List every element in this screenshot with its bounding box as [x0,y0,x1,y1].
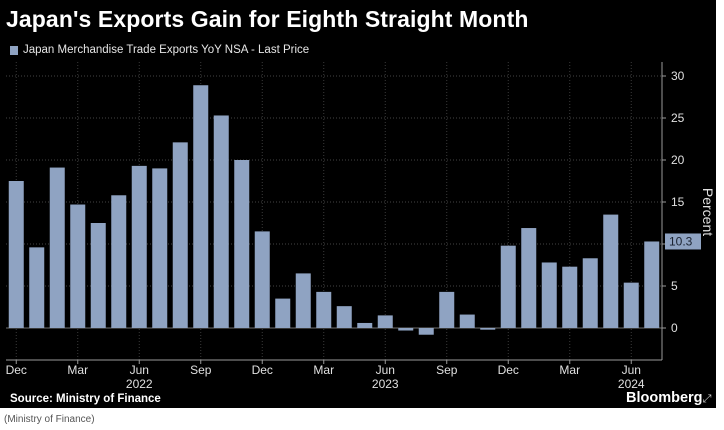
chart-title: Japan's Exports Gain for Eighth Straight… [6,6,529,32]
bar [541,262,557,328]
bar [70,204,86,328]
x-tick-label: Dec [252,363,273,377]
bar [623,282,639,328]
bar [480,328,496,330]
bar [418,328,434,335]
x-tick-label: Mar [313,363,334,377]
bar [213,115,229,328]
x-tick-label: Jun [622,363,641,377]
x-year-label: 2024 [618,377,645,391]
y-tick-label: 5 [671,279,678,293]
bar [193,85,209,329]
bar [90,223,106,328]
bar [8,181,24,328]
x-tick-label: Dec [498,363,519,377]
bar [275,298,291,328]
legend-label: Japan Merchandise Trade Exports YoY NSA … [23,44,310,56]
x-tick-label: Jun [130,363,149,377]
bar [357,322,373,328]
x-year-label: 2022 [126,377,153,391]
y-tick-label: 25 [671,111,685,125]
bar [234,160,250,328]
bar [398,328,414,331]
x-tick-label: Dec [6,363,27,377]
bar [29,247,45,328]
image-caption: (Ministry of Finance) [4,414,95,425]
bar [603,214,619,328]
y-tick-label: 0 [671,321,678,335]
brand-logo: Bloomberg [626,390,703,406]
source-note: Source: Ministry of Finance [10,393,161,405]
bar [316,291,332,328]
bar [500,245,516,328]
legend-swatch [10,45,18,55]
last-value-label: 10.3 [669,234,693,248]
x-tick-label: Mar [559,363,580,377]
bar-chart: 051015202530Percent10.3DecMarJunSepDecMa… [6,62,716,391]
bar [644,241,660,328]
x-tick-label: Mar [67,363,88,377]
bar [377,315,393,328]
bar [336,306,352,328]
y-tick-label: 30 [671,69,685,83]
y-axis-label: Percent [700,188,716,236]
bar [172,142,188,328]
x-tick-label: Jun [376,363,395,377]
x-tick-label: Sep [436,363,458,377]
bar [295,273,311,328]
expand-icon[interactable]: ⤢ [702,393,712,405]
y-tick-label: 15 [671,195,685,209]
last-value-marker [665,233,701,250]
bar [49,167,65,328]
bar [439,291,455,328]
bar [459,314,475,328]
bar [521,228,537,328]
bar [152,168,168,328]
bar [131,165,147,328]
bar [111,195,127,328]
x-tick-label: Sep [190,363,212,377]
bar [254,231,270,328]
x-year-label: 2023 [372,377,399,391]
legend: Japan Merchandise Trade Exports YoY NSA … [10,44,309,56]
bar [582,258,598,328]
y-tick-label: 20 [671,153,685,167]
bar [562,266,578,328]
